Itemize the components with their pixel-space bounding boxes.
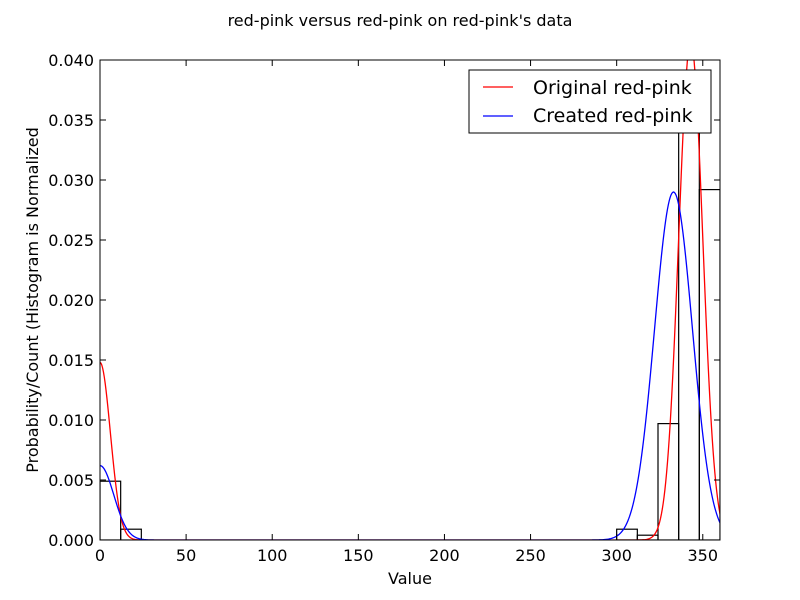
chart-title: red-pink versus red-pink on red-pink's d…	[228, 11, 573, 30]
y-axis-label: Probability/Count (Histogram is Normaliz…	[23, 127, 42, 473]
y-tick-label: 0.010	[48, 411, 94, 430]
y-tick-label: 0.005	[48, 471, 94, 490]
series-line-created	[100, 191, 720, 540]
x-tick-label: 300	[601, 546, 632, 565]
x-tick-label: 250	[515, 546, 546, 565]
y-tick-label: 0.000	[48, 531, 94, 550]
legend: Original red-pink Created red-pink	[468, 69, 712, 134]
legend-box	[468, 69, 712, 134]
y-tick-label: 0.025	[48, 231, 94, 250]
y-tick-label: 0.015	[48, 351, 94, 370]
y-tick-label: 0.035	[48, 111, 94, 130]
x-tick-label: 50	[176, 546, 196, 565]
x-axis-label: Value	[388, 569, 432, 588]
axes-ticks: 0 50 100 150 200 250 300 350 0.000 0.005 0.010 0.01…	[48, 51, 720, 565]
histogram-bar	[120, 528, 142, 540]
x-tick-label: 0	[95, 546, 105, 565]
x-tick-label: 100	[257, 546, 288, 565]
x-tick-label: 200	[429, 546, 460, 565]
x-tick-label: 350	[688, 546, 719, 565]
legend-label-created: Created red-pink	[533, 105, 693, 127]
x-tick-label: 150	[343, 546, 374, 565]
y-tick-label: 0.040	[48, 51, 94, 70]
y-tick-label: 0.020	[48, 291, 94, 310]
y-tick-label: 0.030	[48, 171, 94, 190]
histogram-bar	[100, 480, 122, 540]
histogram	[100, 83, 720, 540]
histogram-bar	[657, 423, 680, 540]
legend-label-original: Original red-pink	[533, 77, 692, 99]
